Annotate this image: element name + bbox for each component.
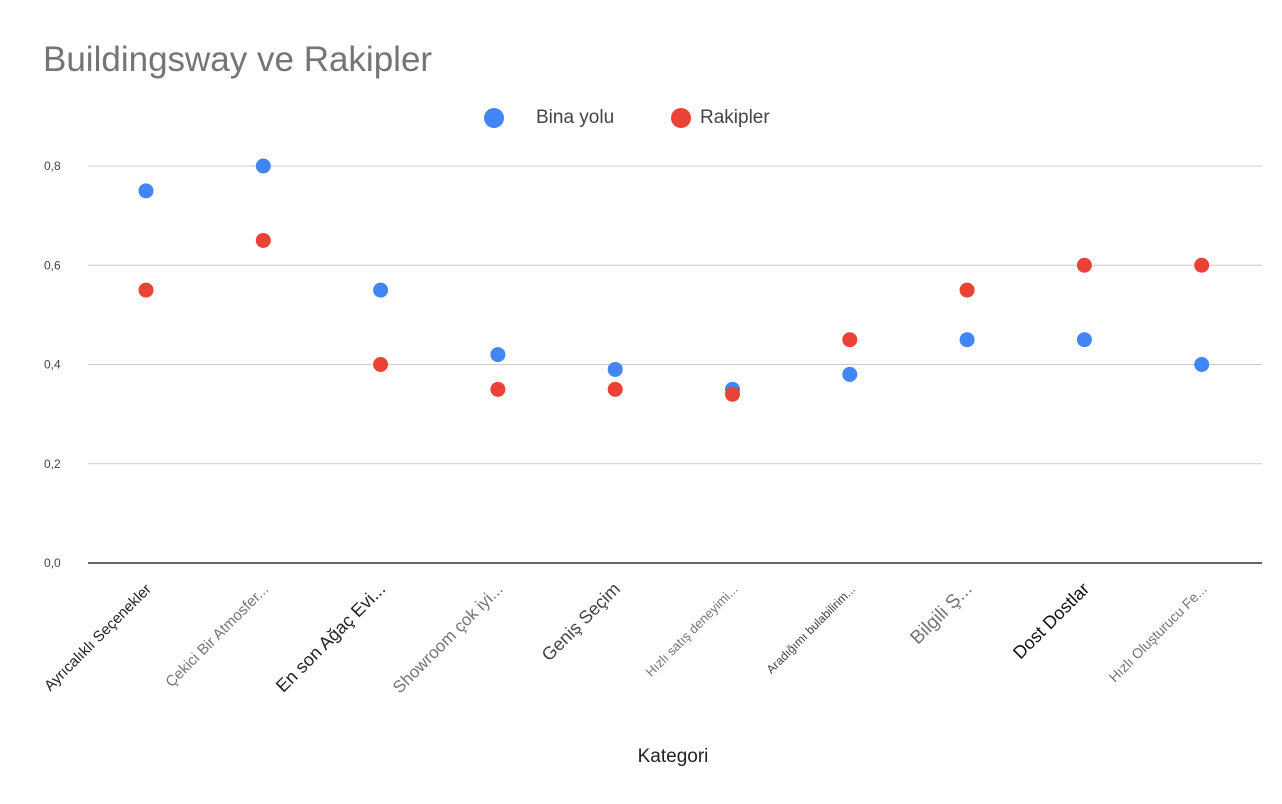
- legend-label: Rakipler: [700, 107, 770, 128]
- point-bina-yolu: [607, 361, 623, 377]
- point-bina-yolu: [1194, 357, 1210, 372]
- x-tick-label: Geniş Seçim: [538, 579, 624, 665]
- x-tick-label: Çekici Bir Atmosfer...: [162, 581, 272, 691]
- point-rakipler: [842, 332, 858, 348]
- point-bina-yolu: [138, 183, 154, 199]
- x-tick-label: Showroom çok iyi...: [389, 579, 507, 697]
- legend-marker: [671, 108, 691, 128]
- data-points: [138, 158, 1210, 402]
- y-tick-label: 0,4: [44, 358, 61, 372]
- point-rakipler: [1076, 257, 1092, 273]
- point-rakipler: [725, 386, 740, 402]
- point-bina-yolu: [842, 366, 858, 382]
- y-axis-ticks: 0,0 0,2 0,4 0,6 0,8: [44, 159, 61, 570]
- chart-title: Buildingsway ve Rakipler: [43, 40, 433, 79]
- x-tick-label: Hızlı satış deneyimi...: [643, 582, 741, 680]
- x-tick-label: Hızlı Oluşturucu Fe...: [1106, 581, 1210, 685]
- y-tick-label: 0,6: [44, 258, 61, 272]
- y-tick-label: 0,2: [44, 457, 61, 471]
- x-axis-title: Kategori: [638, 746, 709, 767]
- y-tick-label: 0,8: [44, 159, 61, 173]
- x-tick-label: Dost Dostlar: [1009, 579, 1093, 663]
- point-rakipler: [373, 357, 389, 372]
- point-bina-yolu: [959, 332, 975, 348]
- legend-marker: [484, 108, 504, 128]
- point-rakipler: [959, 282, 975, 298]
- point-rakipler: [255, 232, 271, 248]
- gridlines: [88, 165, 1262, 564]
- point-rakipler: [607, 381, 623, 397]
- x-tick-label: Bilgili Ş...: [907, 579, 977, 649]
- point-bina-yolu: [373, 282, 389, 298]
- point-rakipler: [138, 282, 154, 298]
- legend: Bina yolu Rakipler: [484, 107, 770, 128]
- x-axis-ticks: Ayrıcalıklı Seçenekler Çekici Bir Atmosfe…: [41, 579, 1210, 697]
- x-tick-label: Aradığımı bulabilirim...: [764, 582, 858, 676]
- point-bina-yolu: [255, 158, 271, 174]
- legend-label: Bina yolu: [536, 107, 614, 128]
- point-bina-yolu: [490, 347, 506, 363]
- y-tick-label: 0,0: [44, 556, 61, 570]
- x-tick-label: Ayrıcalıklı Seçenekler: [41, 581, 155, 695]
- point-rakipler: [1194, 257, 1210, 273]
- point-rakipler: [490, 381, 506, 397]
- x-tick-label: En son Ağaç Evi...: [272, 579, 389, 696]
- point-bina-yolu: [1076, 332, 1092, 348]
